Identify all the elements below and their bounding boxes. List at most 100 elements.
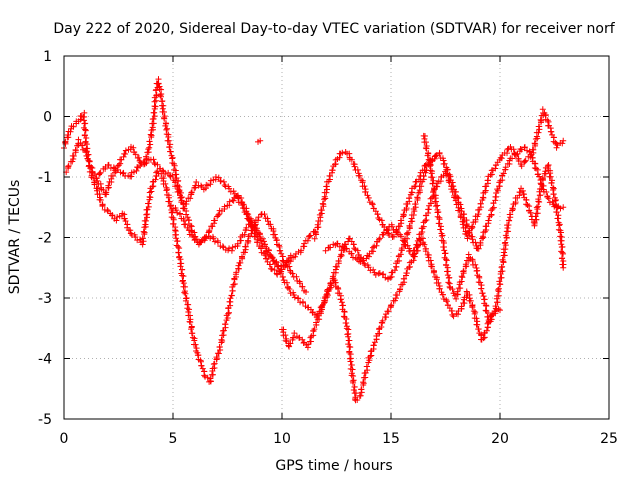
x-tick-label: 15 [382, 431, 400, 447]
data-point-marker [226, 185, 233, 192]
data-point-marker [295, 295, 302, 302]
data-point-marker [345, 333, 352, 340]
data-point-marker [261, 241, 268, 248]
data-point-marker [289, 270, 296, 277]
data-point-marker [115, 162, 122, 169]
data-point-marker [522, 157, 529, 164]
data-point-marker [148, 188, 155, 195]
data-point-marker [429, 174, 436, 181]
data-point-marker [405, 229, 412, 236]
data-point-marker [239, 200, 246, 207]
data-point-marker [104, 206, 111, 213]
data-point-marker [263, 255, 270, 262]
data-point-marker [367, 267, 374, 274]
data-point-marker [139, 241, 146, 248]
data-point-marker [188, 189, 195, 196]
data-point-marker [339, 149, 346, 156]
data-point-marker [458, 303, 465, 310]
data-point-marker [398, 233, 405, 240]
data-point-marker [110, 164, 117, 171]
data-point-marker [369, 244, 376, 251]
data-point-marker [273, 237, 280, 244]
data-point-marker [179, 272, 186, 279]
data-point-marker [260, 238, 267, 245]
data-point-marker [362, 374, 369, 381]
data-point-marker [122, 150, 129, 157]
series-track-f [311, 144, 567, 252]
data-point-marker [62, 138, 69, 145]
data-point-marker [537, 116, 544, 123]
data-point-marker [498, 155, 505, 162]
data-point-marker [176, 254, 183, 261]
data-point-marker [458, 273, 465, 280]
data-point-marker [444, 268, 451, 275]
data-point-marker [385, 308, 392, 315]
data-point-marker [169, 154, 176, 161]
data-point-marker [269, 254, 276, 261]
data-point-marker [193, 178, 200, 185]
data-point-marker [422, 218, 429, 225]
data-point-marker [132, 151, 139, 158]
data-point-marker [144, 206, 151, 213]
data-point-marker [276, 247, 283, 254]
data-point-marker [167, 148, 174, 155]
data-point-marker [428, 170, 435, 177]
data-point-marker [346, 355, 353, 362]
data-point-marker [372, 271, 379, 278]
data-point-marker [473, 315, 480, 322]
data-point-marker [327, 172, 334, 179]
data-point-marker [411, 183, 418, 190]
data-point-marker [429, 180, 436, 187]
data-point-marker [479, 290, 486, 297]
y-tick-label: -5 [38, 412, 52, 428]
data-point-marker [495, 285, 502, 292]
data-point-marker [132, 233, 139, 240]
data-points [61, 76, 567, 404]
y-tick-label: -4 [38, 352, 52, 368]
data-point-marker [365, 253, 372, 260]
data-point-marker [550, 190, 557, 197]
data-point-marker [234, 240, 241, 247]
data-point-marker [142, 221, 149, 228]
data-point-marker [321, 196, 328, 203]
y-tick-label: -2 [38, 231, 52, 247]
data-point-marker [532, 140, 539, 147]
y-tick-label: -3 [38, 291, 52, 307]
data-point-marker [93, 187, 100, 194]
data-point-marker [242, 243, 249, 250]
data-point-marker [94, 177, 101, 184]
data-point-marker [88, 164, 95, 171]
data-point-marker [485, 217, 492, 224]
data-point-marker [162, 180, 169, 187]
data-point-marker [327, 244, 334, 251]
data-point-marker [328, 282, 335, 289]
data-point-marker [363, 363, 370, 370]
data-point-marker [135, 154, 142, 161]
data-point-marker [488, 207, 495, 214]
data-point-marker [211, 360, 218, 367]
data-point-marker [403, 269, 410, 276]
data-point-marker [543, 188, 550, 195]
data-point-marker [558, 255, 565, 262]
data-point-marker [72, 146, 79, 153]
data-point-marker [173, 207, 180, 214]
series-track-d [170, 155, 438, 321]
data-point-marker [171, 162, 178, 169]
data-point-marker [229, 287, 236, 294]
data-point-marker [539, 174, 546, 181]
data-point-marker [341, 309, 348, 316]
data-point-marker [393, 226, 400, 233]
data-point-marker [414, 195, 421, 202]
data-point-marker [290, 334, 297, 341]
data-point-marker [297, 280, 304, 287]
series-track-g [322, 106, 567, 265]
data-point-marker [183, 198, 190, 205]
data-point-marker [449, 311, 456, 318]
y-axis-label: SDTVAR / TECUs [7, 180, 23, 295]
data-point-marker [311, 235, 318, 242]
data-point-marker [240, 201, 247, 208]
data-point-marker [348, 372, 355, 379]
data-point-marker [470, 308, 477, 315]
data-point-marker [427, 162, 434, 169]
data-point-marker [204, 374, 211, 381]
